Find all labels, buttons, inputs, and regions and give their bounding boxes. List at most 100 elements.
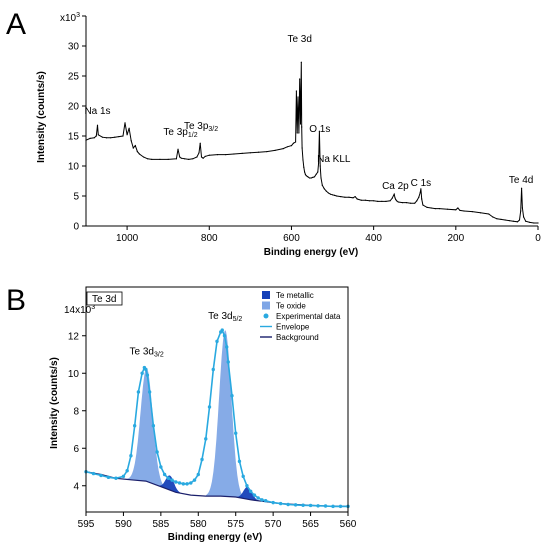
panel-b-y-tick-label: 10: [68, 369, 80, 380]
panel-a-data-point: [188, 158, 190, 160]
panel-a-data-point: [397, 201, 399, 203]
panel-a-data-point: [198, 152, 200, 154]
panel-b-x-tick-label: 580: [190, 519, 207, 530]
panel-a-x-tick-label: 1000: [116, 233, 139, 244]
panel-a-y-tick-label: 0: [73, 222, 79, 233]
panel-a-data-point: [396, 200, 398, 202]
panel-a-data-point: [302, 159, 304, 161]
panel-b-data-point: [162, 472, 167, 477]
panel-a-data-point: [114, 136, 116, 138]
panel-a-data-point: [257, 151, 260, 153]
panel-b-data-point: [241, 474, 245, 479]
panel-b-data-point: [166, 476, 171, 480]
panel-a-data-point: [310, 177, 312, 179]
panel-a-data-point: [303, 166, 305, 168]
panel-a-data-point: [96, 124, 99, 126]
panel-b-data-point: [151, 424, 156, 428]
panel-a-data-point: [199, 142, 201, 144]
panel-a-y-tick-label: 5: [73, 192, 79, 203]
panel-a-data-point: [184, 158, 186, 160]
panel-b-data-point: [222, 334, 227, 338]
panel-a-data-point: [95, 135, 97, 137]
panel-a-data-point: [159, 158, 161, 160]
panel-a-peak-label: Te 3d: [287, 34, 311, 45]
panel-a-y-tick-label: 30: [68, 42, 80, 53]
panel-b-data-point: [278, 501, 283, 506]
panel-a-data-point: [299, 123, 302, 125]
panel-b-data-point: [323, 504, 328, 508]
panel-b-legend-swatch: [263, 313, 269, 319]
panel-b-title-box: [86, 291, 123, 306]
panel-b-y-tick-label: 6: [73, 444, 79, 455]
panel-a-data-point: [426, 206, 428, 208]
panel-a-y-multiplier: x103: [60, 12, 80, 24]
panel-a-data-point: [344, 196, 346, 198]
panel-a-data-point: [196, 156, 198, 158]
panel-a-data-point: [317, 171, 319, 173]
panel-a-data-point: [136, 151, 138, 153]
panel-a-data-point: [340, 196, 342, 198]
panel-b-legend-swatch: [262, 301, 270, 310]
panel-b-data-point: [260, 498, 264, 502]
panel-a-peak-label: Te 3p1/2: [163, 127, 197, 139]
panel-a-data-point: [488, 213, 490, 215]
panel-a-data-point: [537, 222, 539, 224]
panel-a-data-point: [317, 162, 320, 164]
panel-b-data-point: [192, 478, 197, 482]
panel-a-data-point: [294, 141, 297, 143]
panel-b-y-tick-label: 12: [68, 331, 80, 342]
panel-a-peak-label: C 1s: [411, 178, 432, 189]
panel-b-data-point: [204, 437, 208, 441]
panel-a-data-point: [352, 197, 354, 199]
panel-a-data-point: [492, 216, 494, 218]
panel-a-data-point: [89, 137, 91, 139]
panel-a-data-point: [282, 148, 284, 150]
panel-b-plot-frame: [85, 286, 349, 513]
panel-a-data-point: [301, 126, 303, 128]
panel-a-x-tick-label: 200: [447, 233, 464, 244]
panel-a-data-point: [354, 196, 356, 198]
panel-a-data-point: [122, 135, 124, 137]
panel-b-data-point: [144, 367, 148, 372]
panel-a-data-point: [296, 132, 298, 134]
panel-b-data-point: [125, 469, 129, 473]
panel-b-data-point: [91, 471, 96, 476]
panel-a-data-point: [385, 200, 387, 202]
panel-a-data-point: [496, 218, 498, 220]
panel-a-data-point: [307, 176, 309, 178]
panel-a-data-point: [118, 136, 120, 138]
panel-a-data-point: [395, 199, 397, 201]
panel-a-data-point: [373, 200, 375, 202]
panel-b-data-point: [132, 424, 137, 428]
panel-b-y-tick-label: 8: [73, 406, 79, 417]
panel-a-data-point: [147, 158, 149, 160]
panel-a-y-tick-label: 25: [68, 72, 80, 83]
panel-a-data-point: [192, 158, 194, 160]
panel-a-data-point: [200, 156, 203, 158]
panel-a-y-tick-label: 10: [68, 162, 80, 173]
panel-a-data-point: [138, 153, 141, 155]
panel-a-data-point: [430, 207, 432, 209]
panel-a-data-point: [313, 176, 316, 178]
panel-b-data-point: [271, 500, 275, 505]
panel-a-data-point: [327, 192, 330, 194]
panel-b-data-point: [316, 504, 320, 508]
panel-b-data-point: [248, 489, 253, 494]
panel-a-data-point: [525, 220, 527, 222]
panel-b-x-tick-label: 560: [340, 519, 357, 530]
panel-a-data-point: [447, 208, 449, 210]
panel-a-data-point: [249, 152, 251, 154]
panel-a-data-point: [405, 202, 408, 204]
panel-a-data-point: [393, 193, 395, 195]
panel-a-y-tick-label: 20: [68, 102, 80, 113]
panel-a-data-point: [179, 156, 181, 158]
panel-b-letter: B: [6, 284, 26, 317]
panel-a-peak-label: Te 4d: [509, 175, 533, 186]
panel-b-data-point: [121, 474, 126, 479]
panel-b-data-point: [252, 493, 257, 497]
panel-a-data-point: [295, 90, 297, 92]
panel-a-data-point: [360, 199, 362, 201]
panel-a-data-point: [422, 204, 424, 206]
panel-b-y-axis-label: Intensity (counts/s): [49, 357, 60, 449]
